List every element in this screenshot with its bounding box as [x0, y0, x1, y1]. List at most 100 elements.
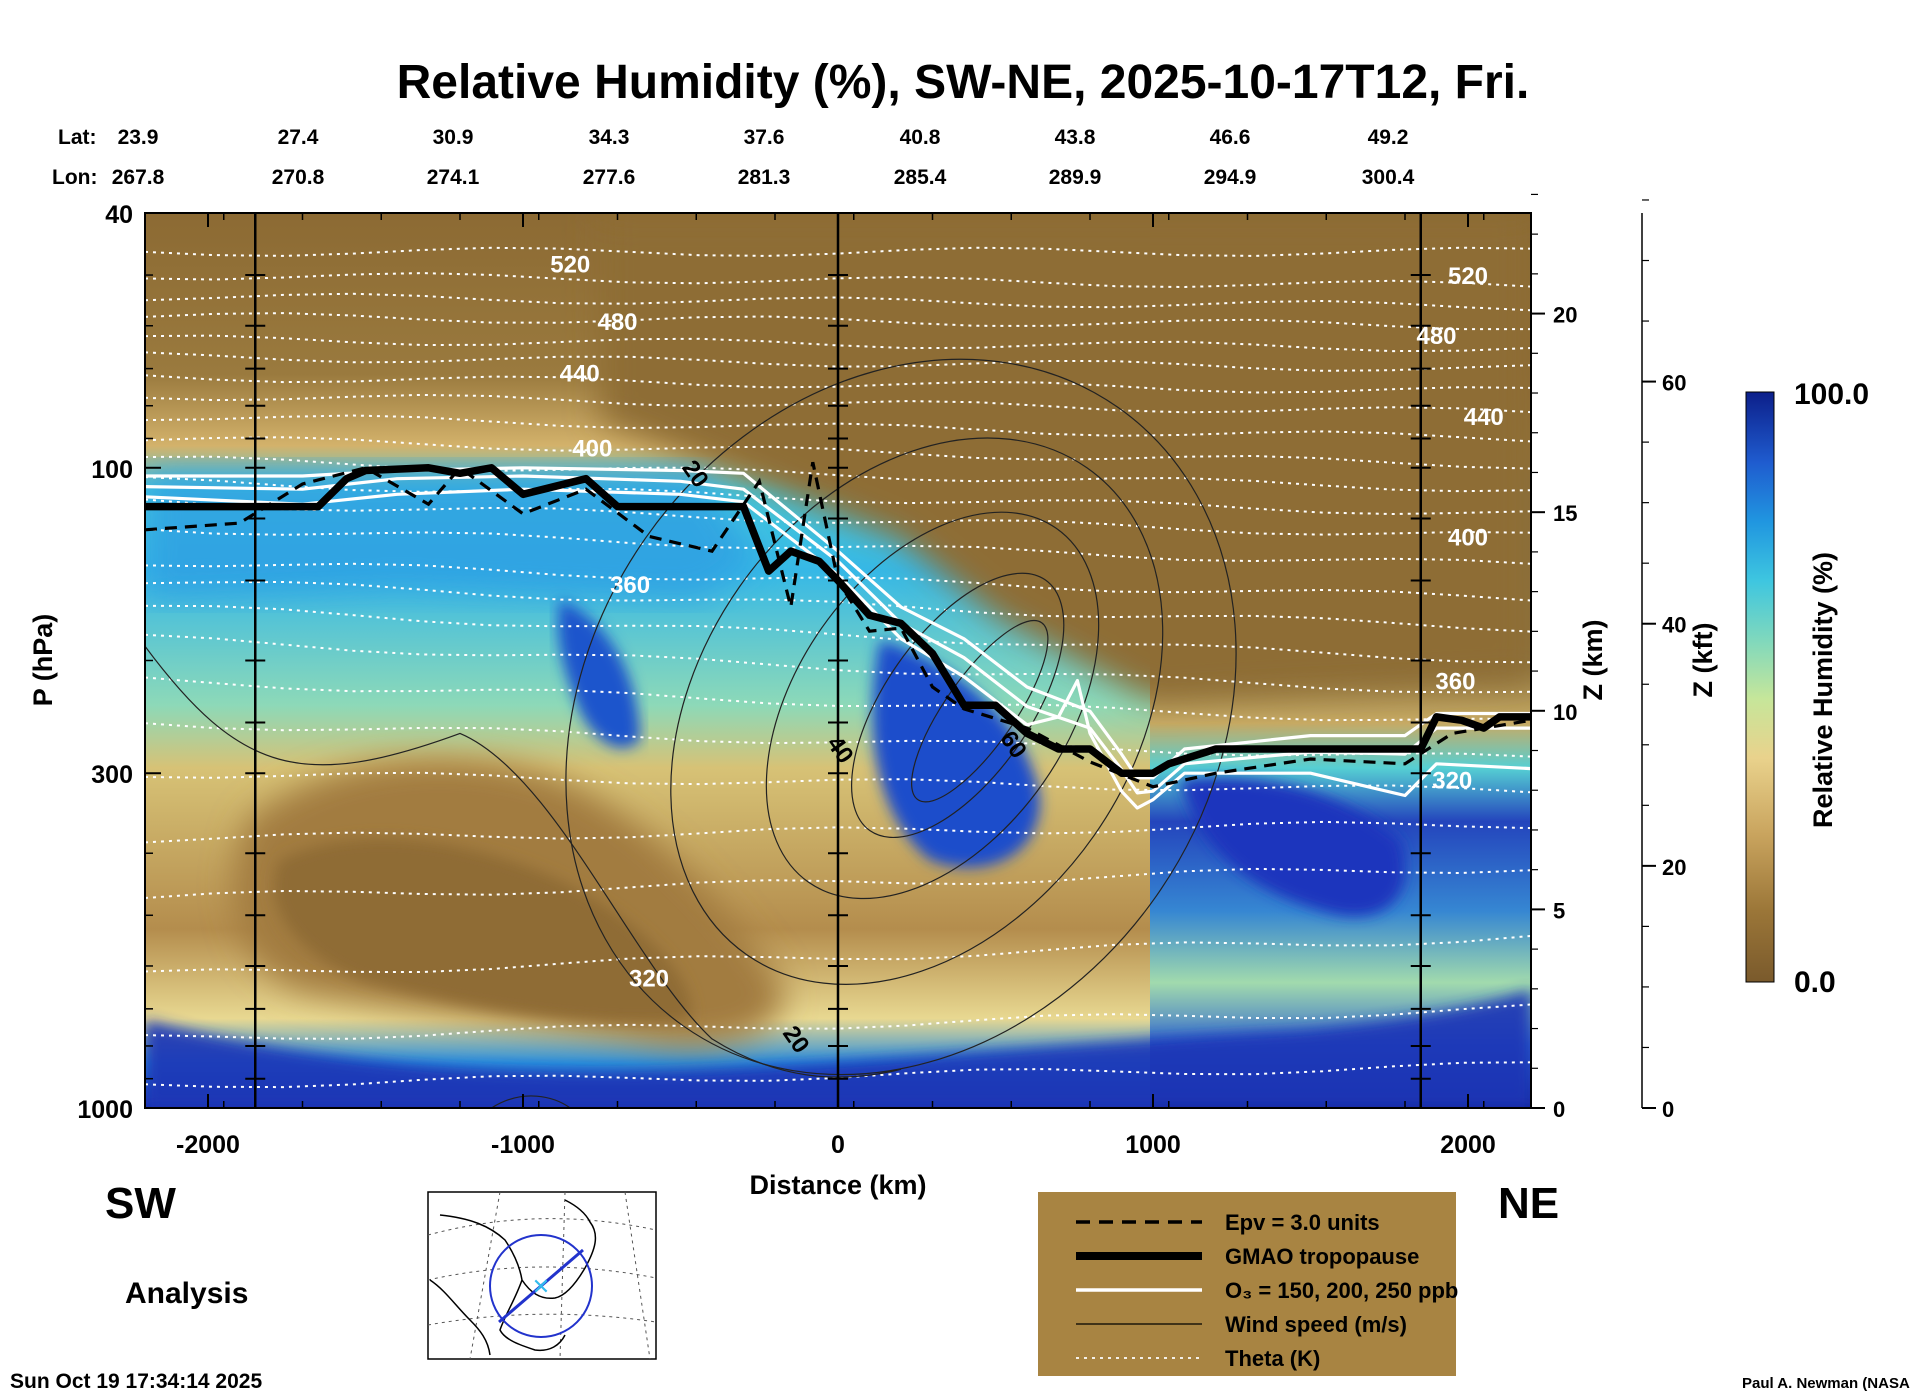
theta-contour-label: 440 [560, 361, 600, 388]
lon-value: 300.4 [1362, 166, 1415, 189]
wind-speed-contours [145, 358, 1237, 1108]
legend-label: O₃ = 150, 200, 250 ppb [1225, 1278, 1458, 1303]
theta-contour-label: 520 [550, 252, 590, 279]
analysis-label: Analysis [125, 1277, 248, 1310]
y-axis: 40 100 300 1000 [77, 201, 161, 1124]
lat-value: 34.3 [589, 126, 630, 149]
dry-tongue-core [273, 838, 692, 1023]
ozone-contour-line [145, 466, 1531, 780]
z-kft-axis: 0 20 40 60 [1641, 199, 1686, 1122]
z-kft-tick-label: 40 [1662, 613, 1686, 638]
lon-value: 285.4 [894, 166, 947, 189]
lon-value: 281.3 [738, 166, 791, 189]
theta-contour-label: 400 [572, 436, 612, 463]
lat-label: Lat: [58, 126, 97, 149]
legend-label: Theta (K) [1225, 1346, 1320, 1371]
y-axis-tick-label: 300 [91, 761, 133, 789]
moist-boundary-layer [145, 990, 1531, 1108]
lon-value: 267.8 [112, 166, 165, 189]
z-km-tick-label: 10 [1553, 700, 1577, 725]
lat-value: 43.8 [1055, 126, 1096, 149]
gmao-tropopause-line [145, 464, 1531, 777]
inset-map-center-marker: ✕ [532, 1274, 550, 1299]
lon-value: 274.1 [427, 166, 480, 189]
z-km-tick-label: 20 [1553, 303, 1577, 328]
sw-label: SW [105, 1179, 176, 1228]
x-axis-tick-label: 0 [831, 1131, 845, 1159]
theta-contour-label: 360 [1435, 669, 1475, 696]
lat-value: 46.6 [1210, 126, 1251, 149]
colorbar [1745, 391, 1775, 983]
y-axis-tick-label: 40 [105, 201, 133, 229]
inset-map-section-line [498, 1248, 584, 1324]
inset-map-coastline [429, 1199, 597, 1356]
timestamp: Sun Oct 19 17:34:14 2025 [10, 1370, 262, 1393]
epv-line [145, 461, 1531, 789]
wind-speed-contour [670, 437, 1164, 985]
lat-value: 37.6 [744, 126, 785, 149]
lon-value: 270.8 [272, 166, 325, 189]
z-km-axis: 0 5 10 15 20 [1531, 193, 1577, 1122]
lon-value: 294.9 [1204, 166, 1257, 189]
lat-value: 23.9 [118, 126, 159, 149]
colorbar-min: 0.0 [1794, 966, 1836, 999]
lat-value: 30.9 [433, 126, 474, 149]
dry-stratosphere [600, 213, 1531, 700]
theta-contour-label: 480 [1416, 323, 1456, 350]
moist-column-left [558, 600, 640, 748]
wind-speed-contour [565, 358, 1237, 1076]
z-km-axis-label: Z (km) [1578, 620, 1608, 701]
colorbar-label: Relative Humidity (%) [1808, 552, 1838, 828]
lat-value: 27.4 [278, 126, 319, 149]
ne-label: NE [1498, 1179, 1559, 1228]
inset-map: ✕ [427, 1191, 657, 1360]
chart-title: Relative Humidity (%), SW-NE, 2025-10-17… [397, 56, 1530, 109]
wind-speed-contour [491, 1095, 571, 1108]
lon-value: 277.6 [583, 166, 636, 189]
legend: Epv = 3.0 units GMAO tropopause O₃ = 150, … [1038, 1192, 1458, 1376]
lat-value: 49.2 [1368, 126, 1409, 149]
z-kft-tick-label: 0 [1662, 1097, 1674, 1122]
legend-label: Epv = 3.0 units [1225, 1210, 1380, 1235]
y-axis-tick-label: 1000 [77, 1096, 133, 1124]
x-axis-tick-label: 1000 [1125, 1131, 1181, 1159]
tropopause-epv-lines [145, 461, 1531, 789]
theta-contour-label: 400 [1448, 524, 1488, 551]
x-axis-tick-label: 2000 [1440, 1131, 1496, 1159]
theta-contour-label: 360 [610, 572, 650, 599]
credit: Paul A. Newman (NASA [1742, 1375, 1910, 1392]
ozone-contour-line [145, 487, 1531, 810]
z-kft-tick-label: 20 [1662, 855, 1686, 880]
lat-lon-values: 23.9 27.4 30.9 34.3 37.6 40.8 43.8 46.6 49.2 267.… [112, 126, 1415, 189]
theta-contour-label: 320 [1432, 768, 1472, 795]
theta-contour-label: 440 [1464, 404, 1504, 431]
z-km-tick-label: 0 [1553, 1097, 1565, 1122]
theta-contour-label: 320 [629, 965, 669, 992]
inset-map-graticule [427, 1191, 657, 1360]
lat-value: 40.8 [900, 126, 941, 149]
legend-items: Epv = 3.0 units GMAO tropopause O₃ = 150, … [1076, 1210, 1458, 1371]
lon-label: Lon: [52, 166, 97, 189]
theta-contour-label: 520 [1448, 263, 1488, 290]
wind-speed-contour [765, 511, 1100, 900]
y-axis-label: P (hPa) [28, 614, 58, 707]
x-axis: -2000 -1000 0 1000 2000 [144, 213, 1496, 1159]
colorbar-max: 100.0 [1794, 378, 1869, 411]
x-axis-tick-label: -1000 [491, 1131, 555, 1159]
moist-column-center [872, 640, 1040, 868]
z-km-tick-label: 15 [1553, 501, 1577, 526]
legend-label: GMAO tropopause [1225, 1244, 1419, 1269]
legend-label: Wind speed (m/s) [1225, 1312, 1407, 1337]
z-kft-tick-label: 60 [1662, 371, 1686, 396]
z-km-tick-label: 5 [1553, 898, 1565, 923]
x-axis-label: Distance (km) [749, 1170, 926, 1200]
z-kft-axis-label: Z (kft) [1688, 623, 1718, 698]
reference-vertical-lines [245, 213, 1431, 1108]
x-axis-tick-label: -2000 [176, 1131, 240, 1159]
lon-value: 289.9 [1049, 166, 1102, 189]
inset-map-range-circle [489, 1234, 593, 1338]
theta-contour-label: 480 [597, 309, 637, 336]
moist-east [1180, 777, 1406, 917]
y-axis-tick-label: 100 [91, 456, 133, 484]
